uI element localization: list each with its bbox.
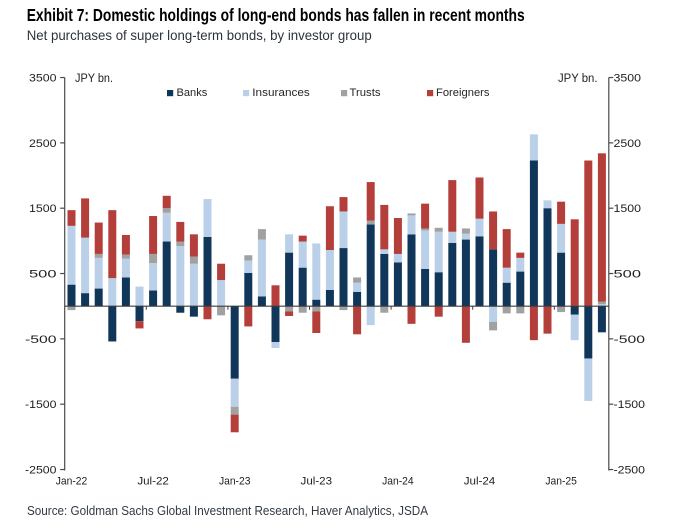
svg-text:-2500: -2500 bbox=[25, 464, 57, 476]
svg-text:Trusts: Trusts bbox=[350, 87, 382, 99]
svg-text:-500: -500 bbox=[614, 334, 646, 346]
svg-text:Jan-22: Jan-22 bbox=[56, 476, 88, 488]
svg-text:Foreigners: Foreigners bbox=[436, 87, 490, 99]
svg-text:Jul-22: Jul-22 bbox=[137, 476, 169, 488]
svg-text:JPY bn.: JPY bn. bbox=[75, 73, 113, 85]
svg-text:-1500: -1500 bbox=[25, 399, 57, 411]
svg-text:JPY bn.: JPY bn. bbox=[558, 73, 598, 85]
svg-text:Jul-23: Jul-23 bbox=[301, 476, 333, 488]
svg-text:Source: Goldman Sachs Global I: Source: Goldman Sachs Global Investment … bbox=[27, 504, 429, 518]
svg-text:2500: 2500 bbox=[614, 138, 642, 150]
svg-text:Jul-24: Jul-24 bbox=[464, 476, 496, 488]
svg-text:Insurances: Insurances bbox=[252, 87, 310, 99]
svg-text:-2500: -2500 bbox=[614, 464, 646, 476]
svg-text:3500: 3500 bbox=[29, 72, 57, 84]
svg-text:Banks: Banks bbox=[177, 87, 208, 99]
svg-text:2500: 2500 bbox=[29, 138, 57, 150]
svg-text:-500: -500 bbox=[25, 334, 57, 346]
svg-text:Jan-23: Jan-23 bbox=[219, 476, 251, 488]
svg-text:Exhibit 7: Domestic holdings o: Exhibit 7: Domestic holdings of long-end… bbox=[27, 5, 525, 25]
svg-text:500: 500 bbox=[29, 268, 57, 280]
svg-text:-1500: -1500 bbox=[614, 399, 646, 411]
svg-text:Jan-25: Jan-25 bbox=[545, 476, 577, 488]
svg-text:Jan-24: Jan-24 bbox=[382, 476, 414, 488]
svg-text:500: 500 bbox=[614, 268, 642, 280]
svg-text:1500: 1500 bbox=[29, 203, 57, 215]
svg-text:Net purchases of super long-te: Net purchases of super long-term bonds, … bbox=[27, 28, 372, 43]
svg-text:1500: 1500 bbox=[614, 203, 642, 215]
svg-text:3500: 3500 bbox=[614, 72, 642, 84]
